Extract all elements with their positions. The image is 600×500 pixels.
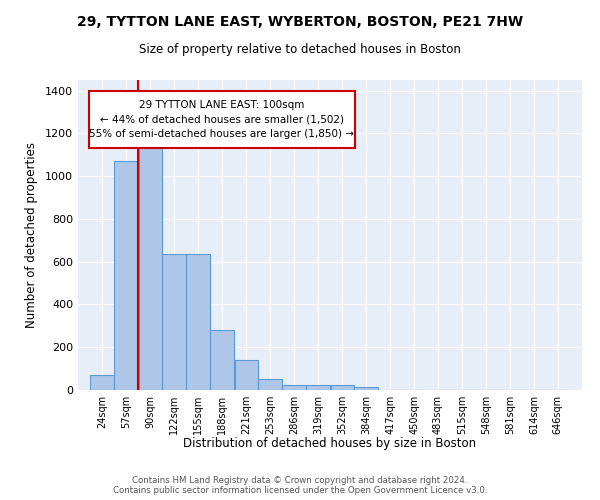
Bar <box>331 386 353 390</box>
Text: 29 TYTTON LANE EAST: 100sqm: 29 TYTTON LANE EAST: 100sqm <box>139 100 305 110</box>
Bar <box>186 254 210 390</box>
Bar <box>307 386 330 390</box>
Bar <box>162 254 186 390</box>
Text: 55% of semi-detached houses are larger (1,850) →: 55% of semi-detached houses are larger (… <box>89 130 355 140</box>
Bar <box>139 142 161 390</box>
Text: Size of property relative to detached houses in Boston: Size of property relative to detached ho… <box>139 42 461 56</box>
FancyBboxPatch shape <box>89 90 355 148</box>
Text: Contains HM Land Registry data © Crown copyright and database right 2024.
Contai: Contains HM Land Registry data © Crown c… <box>113 476 487 495</box>
Bar <box>282 384 306 390</box>
Text: ← 44% of detached houses are smaller (1,502): ← 44% of detached houses are smaller (1,… <box>100 114 344 124</box>
Bar <box>90 375 114 390</box>
Bar <box>211 330 234 390</box>
Y-axis label: Number of detached properties: Number of detached properties <box>25 142 38 328</box>
Bar <box>258 380 282 390</box>
Bar <box>235 360 257 390</box>
Bar <box>115 161 138 390</box>
Text: 29, TYTTON LANE EAST, WYBERTON, BOSTON, PE21 7HW: 29, TYTTON LANE EAST, WYBERTON, BOSTON, … <box>77 15 523 29</box>
Bar <box>354 387 378 390</box>
X-axis label: Distribution of detached houses by size in Boston: Distribution of detached houses by size … <box>184 437 476 450</box>
